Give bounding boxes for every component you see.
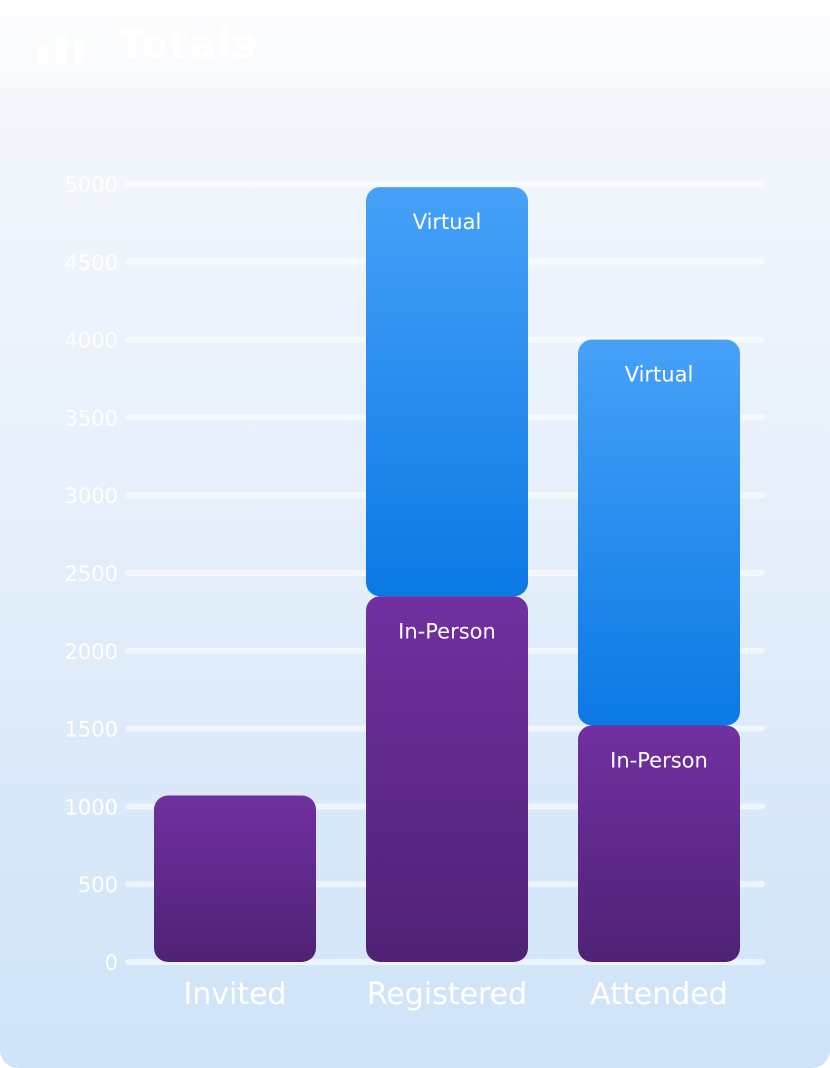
bar-invited-in-person[interactable] [154, 795, 316, 962]
x-tick-label: Registered [367, 977, 527, 1012]
y-axis: 0 500 1000 1500 2000 2500 3000 3500 4000 4500 5000 [65, 173, 118, 975]
bar-registered-in-person[interactable] [366, 596, 528, 962]
segment-label: In-Person [610, 748, 708, 772]
bars: In-Person Virtual In-Person Virtual [154, 187, 740, 962]
y-tick-label: 5000 [65, 173, 118, 197]
segment-label: In-Person [398, 619, 496, 643]
x-tick-label: Attended [590, 977, 728, 1012]
y-tick-label: 500 [78, 873, 118, 897]
x-axis: Invited Registered Attended [183, 977, 727, 1012]
segment-label: Virtual [625, 363, 694, 387]
y-tick-label: 2000 [65, 640, 118, 664]
bar-registered-virtual[interactable] [366, 187, 528, 597]
y-tick-label: 2500 [65, 562, 118, 586]
chart-title: Totals [118, 22, 258, 68]
y-tick-label: 4500 [65, 251, 118, 275]
y-tick-label: 1500 [65, 718, 118, 742]
card-header: Totals [0, 0, 830, 88]
chart-icon [38, 34, 84, 64]
y-tick-label: 3500 [65, 406, 118, 430]
y-tick-label: 1000 [65, 795, 118, 819]
bar-attended-in-person[interactable] [578, 725, 740, 962]
segment-label: Virtual [413, 210, 482, 234]
y-tick-label: 3000 [65, 484, 118, 508]
bar-attended-virtual[interactable] [578, 339, 740, 726]
y-tick-label: 4000 [65, 329, 118, 353]
x-tick-label: Invited [183, 977, 286, 1012]
y-tick-label: 0 [105, 951, 118, 975]
